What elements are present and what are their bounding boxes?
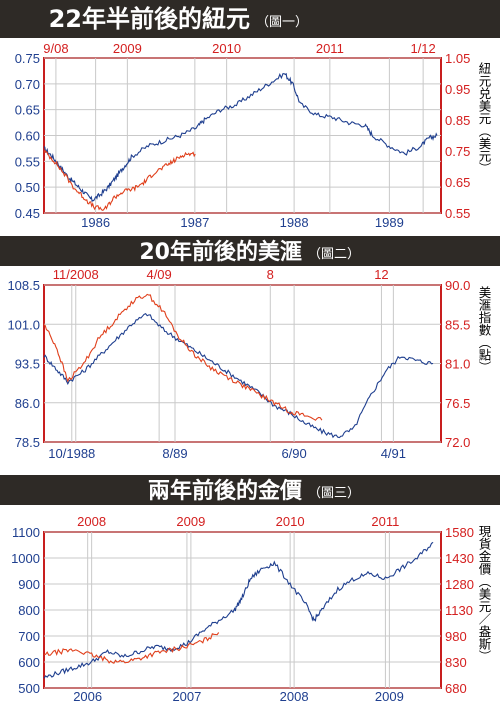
chart-1-xtick-bottom: 1986 (81, 215, 110, 230)
chart-2-ytick-right: 90.0 (445, 278, 470, 293)
chart-2-ytick-left: 86.0 (15, 396, 40, 411)
chart-3-ytick-left: 1100 (12, 525, 40, 540)
chart-1-ytick-left: 0.50 (15, 180, 40, 195)
chart-1-ytick-left: 0.65 (15, 103, 40, 118)
chart-2-title: 20年前後的美滙 (139, 239, 302, 265)
chart-2-xtick-bottom: 6/90 (281, 446, 306, 461)
chart-1-series-secondary-line (43, 149, 196, 211)
chart-1-ytick-right: 0.75 (445, 144, 470, 159)
chart-2-ytick-right: 72.0 (445, 435, 470, 450)
chart-1-xtick-bottom: 1988 (280, 215, 309, 230)
chart-3-ytick-right: 1430 (445, 551, 474, 566)
chart-3-series-primary-line (43, 541, 434, 679)
chart-3-figure-label: （圖三） (308, 486, 360, 501)
chart-3-xtick-bottom: 2008 (280, 689, 309, 704)
chart-2-ytick-left: 78.5 (15, 435, 40, 450)
chart-1-ytick-left: 0.55 (15, 154, 40, 169)
chart-2-series-primary-line (43, 313, 434, 439)
chart-1-ytick-right: 0.65 (445, 175, 470, 190)
chart-1-ytick-left: 0.60 (15, 129, 40, 144)
chart-1-xtick-top: 2009 (113, 41, 142, 56)
chart-3-xtick-top: 2011 (371, 514, 399, 529)
chart-3-xtick-top: 2010 (276, 514, 305, 529)
chart-3-xtick-bottom: 2007 (172, 689, 201, 704)
chart-2-ylabel-right: 美滙指數（點） (477, 286, 492, 374)
chart-2-xtick-top: 4/09 (146, 267, 171, 282)
chart-1-xtick-top: 9/08 (43, 41, 68, 56)
chart-3-ytick-left: 1000 (11, 551, 40, 566)
chart-2-xtick-top: 12 (374, 267, 388, 282)
chart-1-ytick-right: 0.55 (445, 206, 470, 221)
chart-2-xtick-top: 8 (267, 267, 274, 282)
chart-1-series-primary-line (43, 72, 438, 203)
chart-3-xtick-top: 2009 (176, 514, 205, 529)
chart-3-title: 兩年前後的金價 (148, 478, 303, 504)
chart-1-ytick-right: 0.85 (445, 113, 470, 128)
chart-3-xtick-top: 2008 (77, 514, 106, 529)
chart-2-xtick-bottom: 8/89 (162, 446, 187, 461)
chart-1-ylabel-right: 紐元兑美元（美元） (477, 62, 492, 175)
chart-2-figure-label: （圖二） (308, 247, 360, 262)
chart-3-ytick-right: 830 (445, 655, 467, 670)
chart-1-xtick-top: 2010 (212, 41, 241, 56)
chart-1-ytick-left: 0.70 (15, 77, 40, 92)
chart-1-xtick-top: 1/12 (410, 41, 435, 56)
banner-3 (0, 475, 500, 505)
chart-2-ytick-left: 101.0 (7, 317, 40, 332)
chart-2-ytick-left: 93.5 (15, 357, 40, 372)
chart-3-ytick-right: 680 (445, 681, 467, 696)
chart-1-ytick-right: 1.05 (445, 51, 470, 66)
chart-3-ytick-left: 900 (18, 577, 40, 592)
chart-2-xtick-top: 11/2008 (53, 267, 99, 282)
banner-1 (0, 0, 500, 38)
chart-2-ytick-right: 76.5 (445, 396, 470, 411)
chart-1-ytick-right: 0.95 (445, 82, 470, 97)
chart-3-series-secondary-line (43, 632, 220, 664)
chart-1-ytick-left: 0.75 (15, 51, 40, 66)
banner-2 (0, 236, 500, 266)
chart-3-ytick-right: 980 (445, 629, 467, 644)
chart-3-ylabel-right: 現貨金價（美元／盎斯） (477, 525, 492, 663)
chart-1-xtick-bottom: 1987 (180, 215, 209, 230)
chart-2-ytick-right: 81.0 (445, 357, 470, 372)
chart-1-panel: 0.75 0.70 0.65 0.60 0.55 0.50 0.45 1.05 0.95 0.85… (15, 41, 471, 230)
chart-3-ytick-left: 800 (18, 603, 40, 618)
chart-3-panel: 1100 1000 900 800 700 600 500 1580 1430 1280 1130 9… (11, 514, 474, 704)
chart-3-ytick-right: 1580 (445, 525, 474, 540)
chart-2-ytick-right: 85.5 (445, 317, 470, 332)
chart-2-series-secondary-line (43, 293, 323, 421)
chart-3-xtick-bottom: 2006 (73, 689, 102, 704)
chart-1-xtick-top: 2011 (316, 41, 344, 56)
chart-1-xtick-bottom: 1989 (375, 215, 404, 230)
chart-3-ytick-right: 1280 (445, 577, 474, 592)
chart-3-xtick-bottom: 2009 (375, 689, 404, 704)
chart-3-ytick-right: 1130 (445, 603, 473, 618)
chart-2-panel: 108.5 101.0 93.5 86.0 78.5 90.0 85.5 81.0 76.5 72… (7, 267, 470, 461)
chart-2-ytick-left: 108.5 (7, 278, 40, 293)
chart-3-ytick-left: 700 (18, 629, 40, 644)
chart-1-title: 22年半前後的紐元 (49, 5, 250, 33)
chart-3-ytick-left: 500 (18, 681, 40, 696)
chart-2-xtick-bottom: 4/91 (381, 446, 406, 461)
chart-2-xtick-bottom: 10/1988 (48, 446, 95, 461)
chart-1-ytick-left: 0.45 (15, 206, 40, 221)
chart-1-figure-label: （圖一） (256, 15, 308, 30)
chart-3-ytick-left: 600 (18, 655, 40, 670)
